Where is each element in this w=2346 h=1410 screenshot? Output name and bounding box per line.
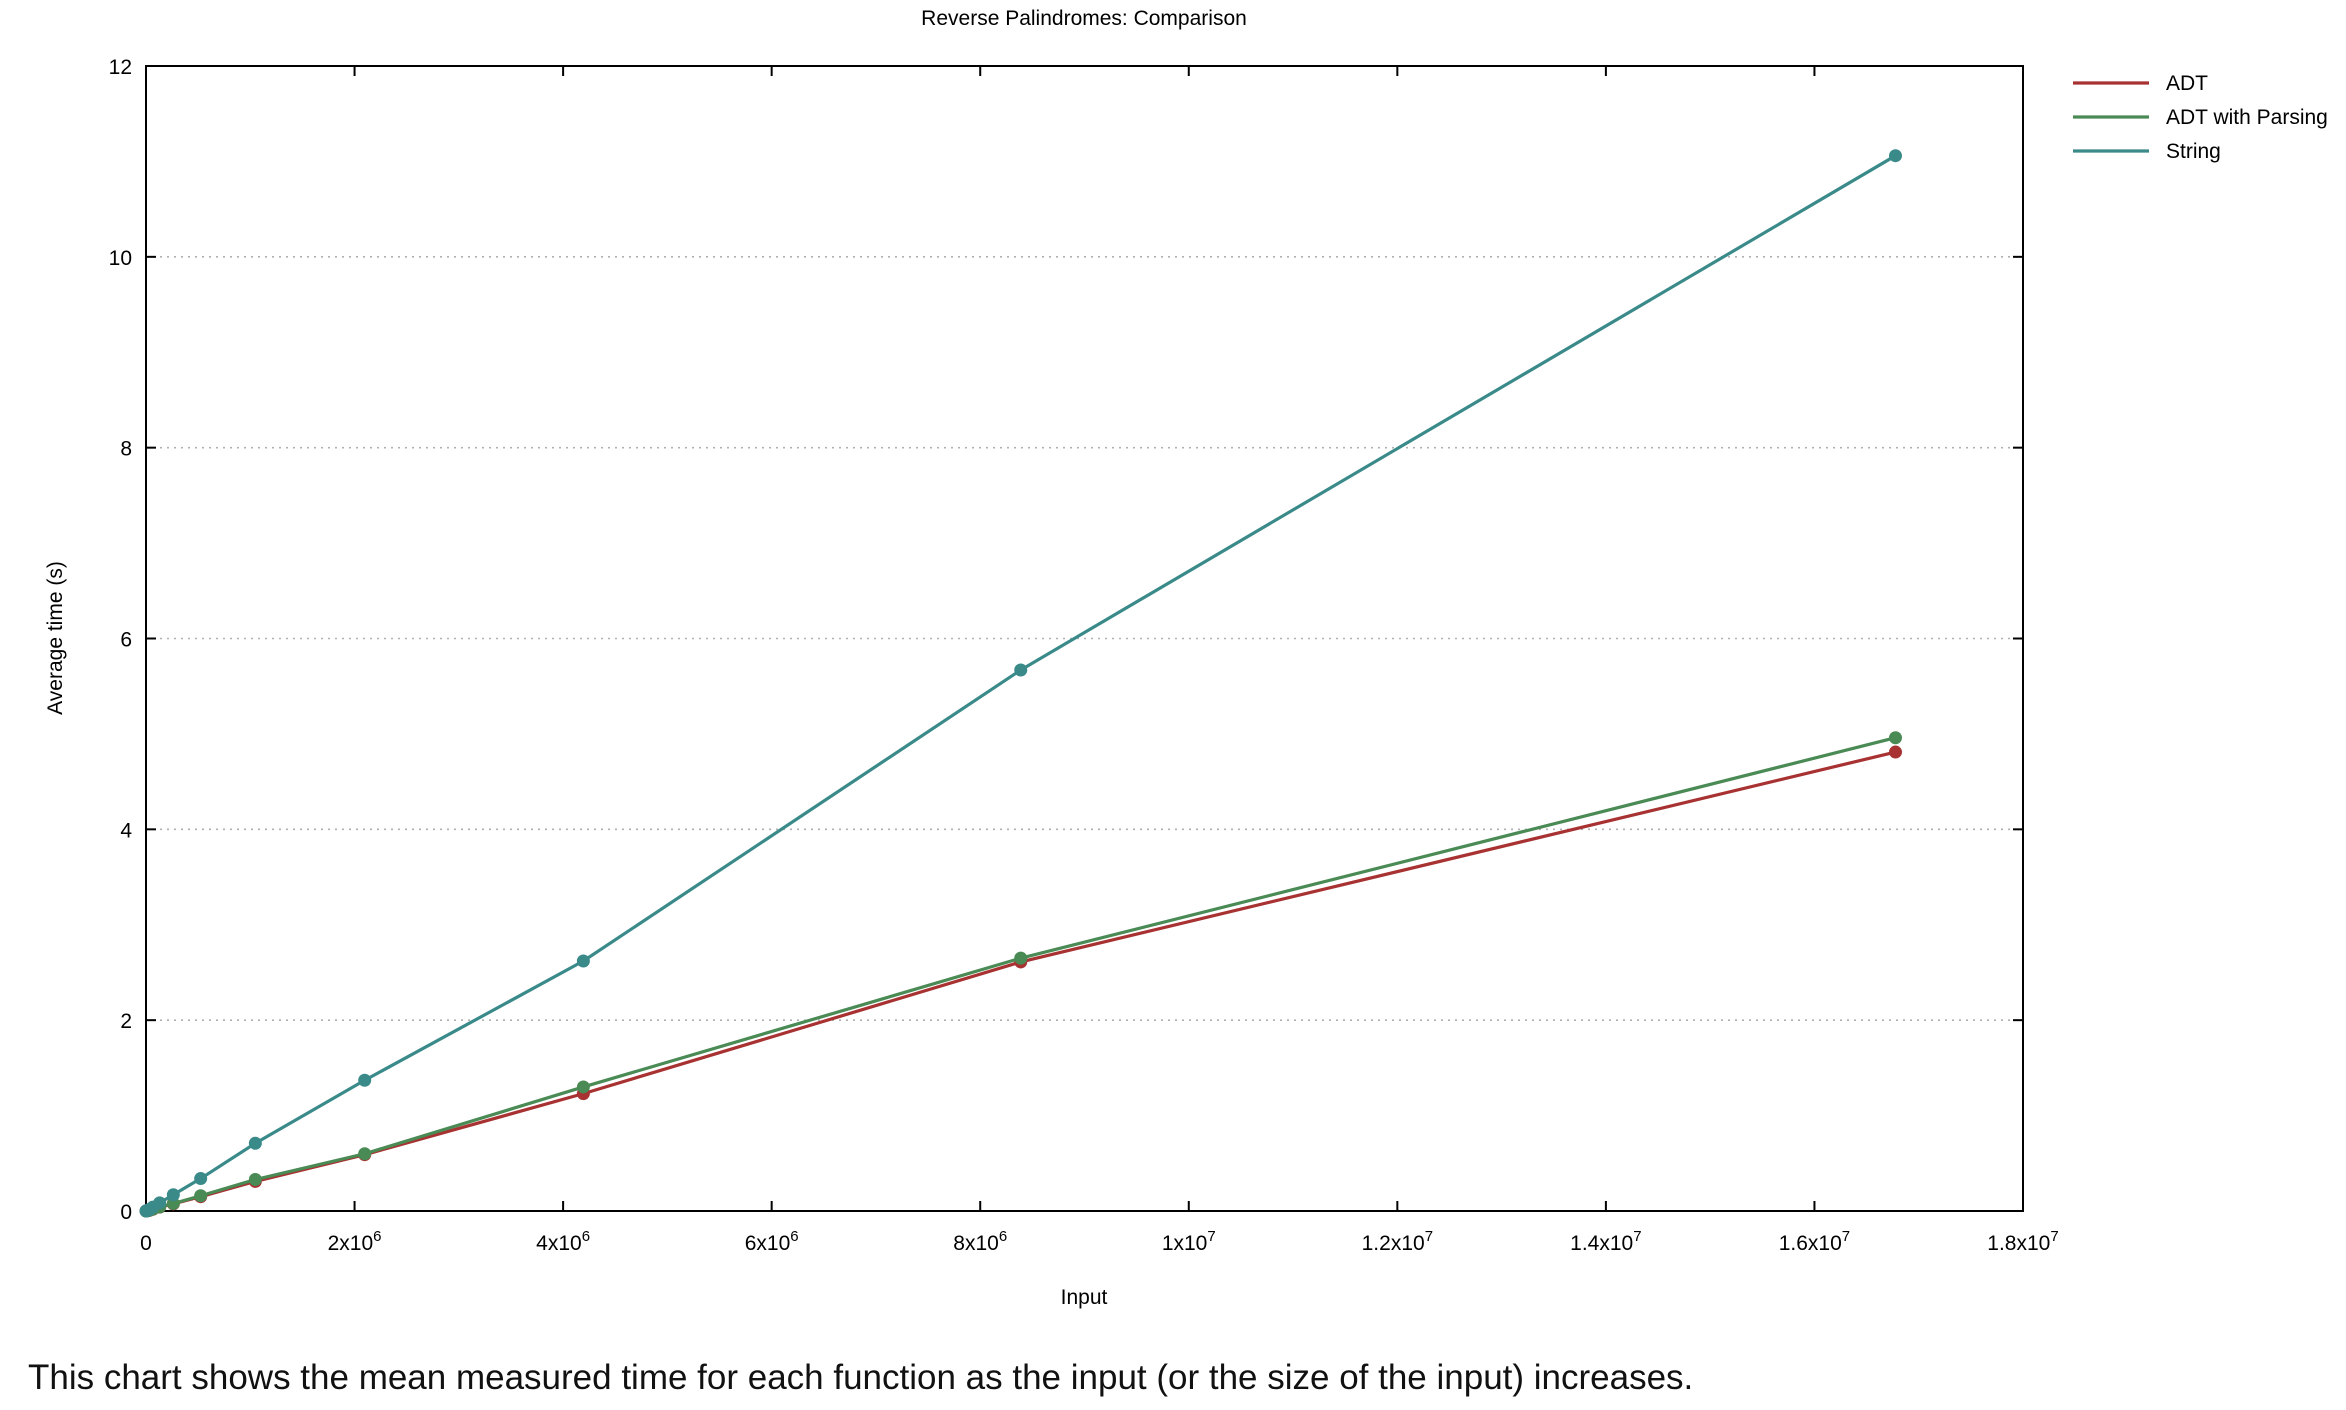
data-point-adt-with-parsing — [248, 1173, 262, 1187]
x-tick-label: 0 — [140, 1232, 152, 1255]
data-point-string — [358, 1073, 372, 1087]
x-tick-label: 4x106 — [536, 1228, 590, 1255]
x-tick-label-base: 1.2x10 — [1362, 1232, 1425, 1255]
legend-label-adt-with-parsing: ADT with Parsing — [2166, 106, 2328, 129]
x-tick-label-exponent: 7 — [1633, 1228, 1641, 1245]
x-tick-label-exponent: 7 — [1425, 1228, 1433, 1245]
x-tick-label: 1.8x107 — [1987, 1228, 2058, 1255]
data-point-adt-with-parsing — [194, 1189, 208, 1203]
series-layer — [139, 149, 1902, 1218]
data-point-string — [166, 1188, 180, 1202]
y-tick-label: 8 — [120, 438, 132, 461]
y-tick-label: 0 — [120, 1201, 132, 1224]
x-tick-label-base: 1.8x10 — [1987, 1232, 2050, 1255]
series-adt — [139, 745, 1902, 1218]
legend-label-adt: ADT — [2166, 72, 2208, 95]
x-tick-label: 1x107 — [1162, 1228, 1216, 1255]
x-tick-label-exponent: 6 — [373, 1228, 381, 1245]
x-tick-label-base: 6x10 — [745, 1232, 791, 1255]
data-point-string — [1014, 663, 1028, 677]
data-point-string — [153, 1196, 167, 1210]
y-gridlines — [146, 256, 2023, 1021]
x-tick-label: 8x106 — [953, 1228, 1007, 1255]
data-point-string — [1888, 149, 1902, 163]
series-string — [139, 149, 1902, 1218]
y-tick-label: 4 — [120, 819, 132, 842]
x-tick-label: 1.2x107 — [1362, 1228, 1433, 1255]
line-chart: Reverse Palindromes: Comparison 0 2 4 6 8 10 1… — [44, 7, 2328, 1309]
y-axis-label: Average time (s) — [44, 561, 67, 715]
x-tick-label: 2x106 — [328, 1228, 382, 1255]
data-point-adt-with-parsing — [576, 1080, 590, 1094]
y-tick-label: 10 — [109, 247, 132, 270]
legend: ADT ADT with Parsing String — [2073, 72, 2328, 163]
x-tick-label-base: 1.6x10 — [1779, 1232, 1842, 1255]
legend-label-string: String — [2166, 140, 2221, 163]
y-tick-label: 12 — [109, 56, 132, 79]
x-tick-label: 6x106 — [745, 1228, 799, 1255]
data-point-adt-with-parsing — [1014, 951, 1028, 965]
x-tick-label-exponent: 7 — [2050, 1228, 2058, 1245]
data-point-adt-with-parsing — [1888, 731, 1902, 745]
x-tick-label-exponent: 7 — [1842, 1228, 1850, 1245]
x-tick-label-base: 2x10 — [328, 1232, 374, 1255]
series-line-adt — [144, 750, 1896, 1213]
data-point-string — [194, 1172, 208, 1186]
series-line-string — [144, 154, 1897, 1213]
y-tick-label: 2 — [120, 1010, 132, 1033]
x-tick-label-exponent: 6 — [999, 1228, 1007, 1245]
y-tick-label: 6 — [120, 629, 132, 652]
x-tick-label: 1.4x107 — [1570, 1228, 1641, 1255]
series-line-adt-with-parsing — [144, 736, 1896, 1213]
x-tick-label: 1.6x107 — [1779, 1228, 1850, 1255]
data-point-string — [248, 1136, 262, 1150]
x-tick-label-exponent: 6 — [790, 1228, 798, 1245]
data-point-adt-with-parsing — [358, 1147, 372, 1161]
x-tick-label-exponent: 7 — [1207, 1228, 1215, 1245]
data-point-adt — [1888, 745, 1902, 759]
x-tick-label-base: 8x10 — [953, 1232, 999, 1255]
chart-caption: This chart shows the mean measured time … — [28, 1358, 1694, 1397]
x-tick-label-base: 0 — [140, 1232, 152, 1255]
x-tick-label-base: 4x10 — [536, 1232, 582, 1255]
chart-title: Reverse Palindromes: Comparison — [921, 7, 1247, 30]
x-axis-label: Input — [1061, 1286, 1108, 1309]
x-tick-label-exponent: 6 — [582, 1228, 590, 1245]
x-tick-label-base: 1x10 — [1162, 1232, 1208, 1255]
x-tick-label-base: 1.4x10 — [1570, 1232, 1633, 1255]
data-point-string — [576, 954, 590, 968]
